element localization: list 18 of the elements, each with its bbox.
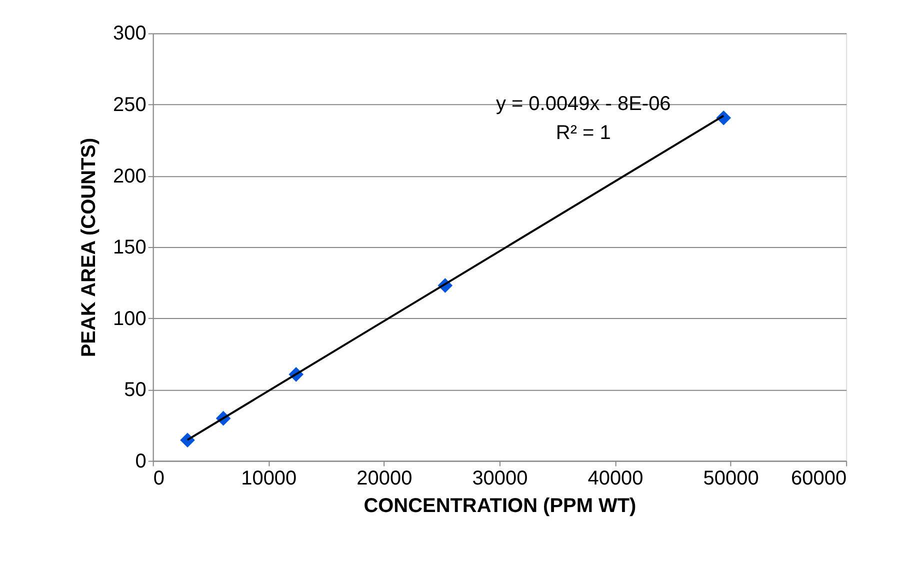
y-tick-label: 200 bbox=[113, 165, 146, 188]
y-axis-title: PEAK AREA (COUNTS) bbox=[78, 138, 100, 358]
y-tick-label: 150 bbox=[113, 236, 146, 259]
x-tick-label: 20000 bbox=[356, 467, 412, 490]
y-tick-label: 50 bbox=[124, 379, 146, 402]
x-axis-title: CONCENTRATION (PPM WT) bbox=[364, 495, 636, 518]
y-tick-label: 300 bbox=[113, 22, 146, 45]
annotation: R² = 1 bbox=[556, 122, 611, 144]
y-tick-label: 250 bbox=[113, 94, 146, 116]
x-tick-label: 40000 bbox=[588, 467, 644, 490]
x-tick-label: 10000 bbox=[241, 467, 297, 490]
y-tick-label: 0 bbox=[135, 450, 146, 472]
x-tick-label: 60000 bbox=[791, 467, 847, 490]
y-tick-label: 100 bbox=[113, 308, 146, 330]
annotation: y = 0.0049x - 8E-06 bbox=[496, 93, 671, 116]
x-tick-label: 50000 bbox=[703, 467, 759, 490]
x-tick-label: 30000 bbox=[472, 467, 528, 490]
x-tick-label: 0 bbox=[153, 467, 164, 490]
